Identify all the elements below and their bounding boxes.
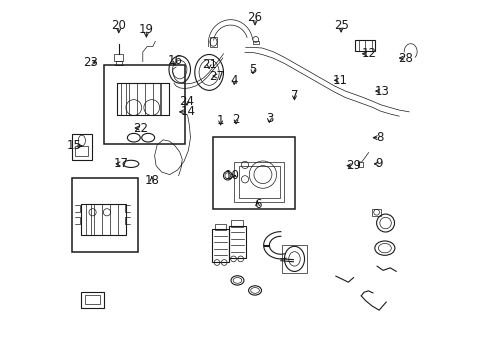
Bar <box>85 296 100 305</box>
Text: 6: 6 <box>254 198 261 211</box>
Text: 26: 26 <box>247 12 263 24</box>
Text: 2: 2 <box>232 113 240 126</box>
Bar <box>228 226 245 258</box>
Text: 13: 13 <box>374 85 390 98</box>
Text: 23: 23 <box>83 56 98 69</box>
Text: 14: 14 <box>181 105 196 118</box>
Text: 22: 22 <box>133 122 148 135</box>
Text: 21: 21 <box>202 58 217 71</box>
Bar <box>74 146 88 156</box>
Text: 5: 5 <box>249 63 257 76</box>
Text: 10: 10 <box>225 169 240 182</box>
Bar <box>214 137 295 209</box>
Bar <box>81 204 91 235</box>
Bar <box>115 54 123 61</box>
Text: 16: 16 <box>168 54 183 67</box>
Bar <box>117 83 126 116</box>
Text: 24: 24 <box>179 95 195 108</box>
Bar <box>117 83 169 116</box>
Bar <box>234 162 285 202</box>
Bar <box>104 65 185 144</box>
Text: 7: 7 <box>291 89 298 102</box>
Text: 8: 8 <box>376 131 383 144</box>
Text: 15: 15 <box>67 139 82 152</box>
Bar <box>372 209 381 216</box>
Bar <box>355 40 375 51</box>
Bar <box>231 220 243 226</box>
Bar <box>116 61 122 65</box>
Bar <box>358 162 364 167</box>
Text: 18: 18 <box>145 174 159 186</box>
Bar <box>160 83 169 116</box>
Text: 4: 4 <box>230 74 238 87</box>
Bar <box>210 37 217 47</box>
Bar <box>239 166 280 198</box>
Text: 1: 1 <box>217 114 224 127</box>
Bar <box>81 292 104 308</box>
Text: 9: 9 <box>376 157 383 170</box>
Text: 27: 27 <box>210 69 224 82</box>
Text: 20: 20 <box>111 19 126 32</box>
Text: 29: 29 <box>346 159 361 172</box>
Bar <box>72 178 139 252</box>
Text: 25: 25 <box>334 19 348 32</box>
Text: 11: 11 <box>332 74 347 87</box>
Bar <box>252 41 259 44</box>
Bar <box>72 134 92 160</box>
Text: 19: 19 <box>139 23 154 36</box>
Text: 3: 3 <box>266 112 273 125</box>
Bar <box>81 204 125 235</box>
Bar <box>212 229 229 262</box>
Bar <box>215 224 226 230</box>
Bar <box>282 245 307 273</box>
Text: 28: 28 <box>398 51 413 64</box>
Text: 17: 17 <box>114 157 129 170</box>
Text: 12: 12 <box>361 47 376 60</box>
